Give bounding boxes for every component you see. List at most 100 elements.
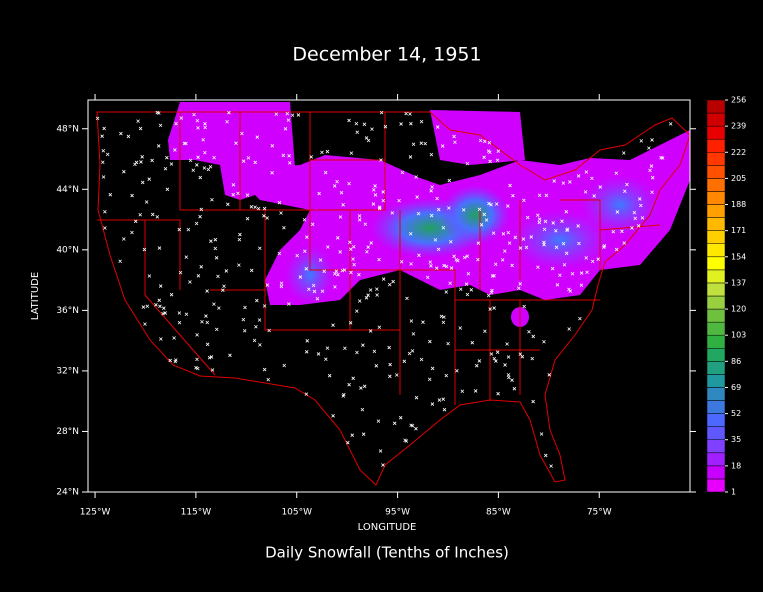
station-marker: [477, 207, 482, 212]
station-marker: [632, 210, 637, 215]
station-marker: [650, 138, 654, 142]
station-marker: [279, 281, 284, 286]
station-marker: [430, 366, 435, 371]
station-marker: [304, 392, 309, 396]
station-marker: [322, 269, 327, 274]
station-marker: [650, 190, 654, 195]
station-marker: [377, 257, 381, 262]
station-marker: [551, 221, 556, 225]
station-marker: [419, 119, 424, 124]
colorbar-label: 52: [731, 409, 741, 418]
station-marker: [536, 265, 540, 270]
station-marker: [355, 350, 359, 355]
colorbar-bin: [706, 452, 726, 467]
station-marker: [346, 440, 350, 445]
station-marker: [630, 226, 634, 230]
colorbar-bin: [706, 308, 726, 323]
station-marker: [156, 144, 161, 148]
colorbar-bin: [706, 295, 726, 310]
station-marker: [192, 112, 196, 117]
station-marker: [154, 303, 158, 307]
station-marker: [564, 209, 569, 214]
station-marker: [347, 382, 351, 387]
station-marker: [507, 241, 512, 245]
station-marker: [444, 373, 449, 378]
station-marker: [191, 168, 196, 173]
colorbar-bin: [706, 99, 726, 114]
station-marker: [583, 190, 588, 194]
station-marker: [414, 395, 419, 400]
station-marker: [200, 319, 204, 324]
colorbar-bin: [706, 348, 726, 362]
station-marker: [372, 349, 377, 354]
colorbar-bin: [706, 413, 726, 427]
station-marker: [377, 206, 382, 211]
station-marker: [228, 353, 232, 358]
y-tick-label: 28°N: [56, 427, 79, 437]
station-marker: [199, 265, 204, 269]
colorbar-label: 154: [731, 252, 746, 261]
station-marker: [348, 247, 353, 252]
station-marker: [508, 183, 512, 188]
station-marker: [249, 268, 254, 273]
station-marker: [254, 324, 258, 329]
station-marker: [390, 211, 395, 215]
station-marker: [214, 256, 219, 260]
station-marker: [364, 136, 369, 140]
station-marker: [262, 304, 267, 308]
station-marker: [205, 320, 210, 325]
x-tick-label: 115°W: [181, 508, 212, 518]
station-marker: [194, 365, 198, 370]
station-marker: [489, 352, 494, 356]
station-marker: [145, 304, 150, 309]
station-marker: [482, 212, 487, 217]
station-marker: [535, 213, 540, 218]
station-marker: [210, 368, 215, 372]
station-marker: [428, 339, 432, 344]
station-marker: [169, 292, 174, 297]
station-marker: [178, 270, 183, 275]
station-marker: [279, 211, 283, 215]
station-marker: [399, 122, 403, 126]
station-marker: [371, 188, 376, 192]
station-marker: [561, 241, 566, 246]
station-marker: [304, 267, 309, 271]
station-marker: [307, 287, 311, 292]
title: December 14, 1951: [292, 44, 481, 66]
station-marker: [503, 363, 507, 367]
station-marker: [493, 262, 498, 267]
station-marker: [465, 292, 470, 297]
station-marker: [449, 266, 454, 270]
station-marker: [186, 227, 191, 232]
station-marker: [209, 355, 214, 359]
station-marker: [462, 255, 467, 260]
station-marker: [309, 155, 313, 159]
station-marker: [285, 111, 290, 116]
station-marker: [198, 214, 202, 219]
colorbar-bin: [706, 478, 726, 493]
station-marker: [429, 264, 433, 268]
station-marker: [470, 340, 475, 345]
station-marker: [351, 376, 355, 381]
colorbar-bin: [706, 243, 726, 258]
colorbar-label: 188: [731, 200, 746, 209]
station-marker: [584, 256, 589, 260]
station-marker: [421, 320, 425, 324]
colorbar-label: 18: [731, 461, 741, 470]
station-marker: [410, 423, 415, 428]
heavy-snow: [285, 245, 335, 305]
station-marker: [245, 193, 250, 198]
station-marker: [208, 164, 213, 169]
station-marker: [602, 244, 607, 248]
station-marker: [446, 341, 450, 346]
station-marker: [490, 288, 494, 293]
y-tick-label: 32°N: [56, 366, 79, 376]
station-marker: [357, 299, 362, 303]
station-marker: [221, 288, 225, 292]
station-marker: [492, 356, 497, 361]
station-marker: [103, 226, 107, 230]
station-marker: [442, 263, 446, 268]
station-marker: [222, 284, 226, 289]
station-marker: [417, 253, 421, 258]
station-marker: [383, 124, 388, 129]
